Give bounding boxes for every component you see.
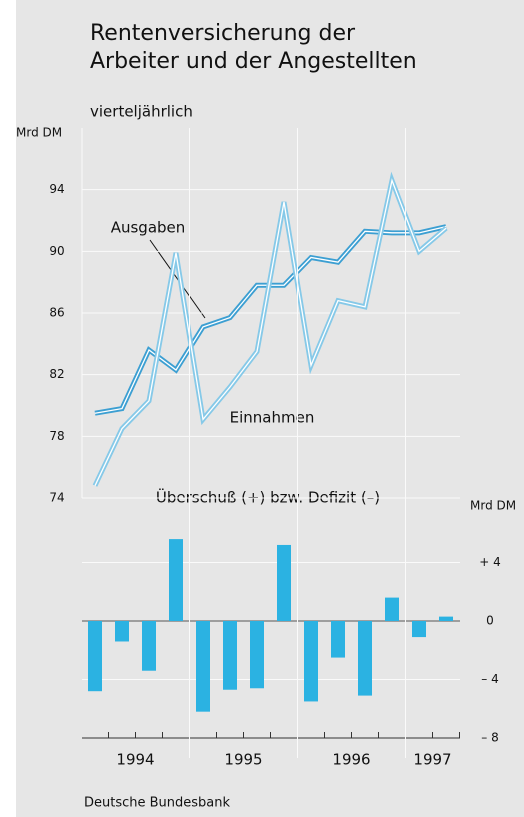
leader-line (149, 239, 206, 319)
bar (385, 597, 399, 621)
y-tick-label: 86 (49, 306, 64, 320)
y2-tick-label: 0 (486, 614, 494, 628)
bar (88, 621, 102, 692)
x-tick-label: 1996 (332, 751, 370, 769)
bar (358, 621, 372, 696)
subtitle: vierteljährlich (90, 103, 193, 121)
y-tick-label: 90 (49, 244, 64, 258)
bar (196, 621, 210, 712)
bar (331, 621, 345, 658)
x-tick-label: 1994 (116, 751, 154, 769)
y-tick-label: 82 (49, 367, 64, 381)
y-tick-label: 74 (49, 491, 64, 505)
y2-tick-label: – 4 (481, 672, 498, 686)
line-highlight (94, 178, 447, 486)
y-tick-label: 78 (49, 429, 64, 443)
bar (115, 621, 129, 642)
bar (439, 616, 453, 621)
y2-axis-label: Mrd DM (470, 499, 516, 513)
bar (277, 544, 291, 621)
bar (169, 539, 183, 621)
y2-tick-label: – 8 (481, 731, 498, 745)
y-axis-label: Mrd DM (16, 126, 62, 140)
series-label: Einnahmen (230, 409, 315, 427)
y-tick-label: 94 (49, 182, 64, 196)
bar (250, 621, 264, 689)
series-label: Ausgaben (111, 219, 186, 237)
bar (223, 621, 237, 690)
bar (304, 621, 318, 702)
chart-title: Arbeiter und der Angestellten (90, 49, 417, 74)
bar (412, 621, 426, 638)
x-tick-label: 1995 (224, 751, 262, 769)
bar (142, 621, 156, 671)
bar-title: Überschuß (+) bzw. Defizit (–) (156, 488, 380, 507)
y2-tick-label: + 4 (479, 555, 501, 569)
x-tick-label: 1997 (413, 751, 451, 769)
source: Deutsche Bundesbank (84, 796, 231, 811)
chart-title: Rentenversicherung der (90, 21, 356, 46)
